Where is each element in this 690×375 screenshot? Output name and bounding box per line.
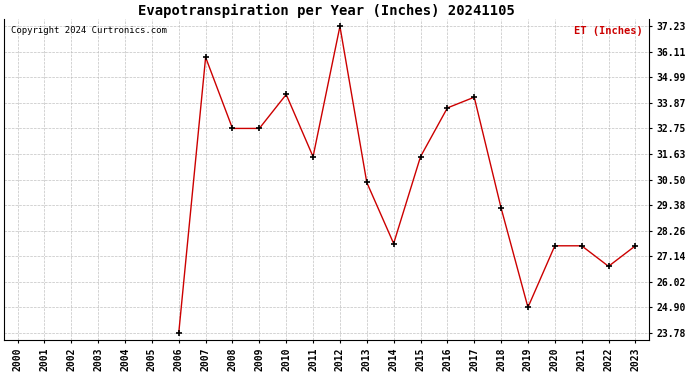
Title: Evapotranspiration per Year (Inches) 20241105: Evapotranspiration per Year (Inches) 202… (138, 4, 515, 18)
Text: ET (Inches): ET (Inches) (573, 26, 642, 36)
Text: Copyright 2024 Curtronics.com: Copyright 2024 Curtronics.com (10, 26, 166, 35)
